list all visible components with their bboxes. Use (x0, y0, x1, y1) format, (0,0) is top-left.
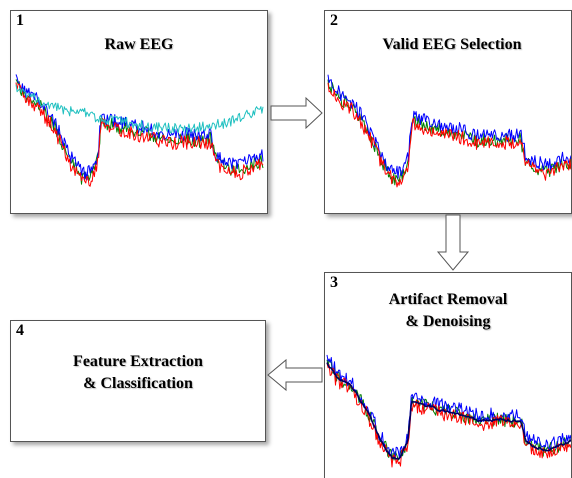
panel-artifact-removal: 3 Artifact Removal & Denoising (324, 272, 572, 478)
panel-title: Artifact Removal & Denoising (388, 291, 508, 330)
eeg-trace-denoised (326, 362, 571, 460)
eeg-signal-plot (327, 74, 571, 188)
panel-valid-eeg-selection: 2 Valid EEG Selection (324, 10, 572, 214)
eeg-trace-red (15, 82, 264, 187)
eeg-trace-blue (327, 74, 571, 179)
panel-feature-extraction: 4 Feature Extraction & Classification (10, 320, 266, 442)
panel-raw-eeg: 1 Raw EEG (10, 10, 268, 214)
panel-number: 1 (16, 12, 24, 29)
arrow-down-icon (436, 214, 470, 271)
eeg-trace-red (326, 362, 571, 468)
eeg-trace-cyan (15, 84, 264, 134)
panel-number: 4 (16, 322, 24, 339)
panel-number: 3 (330, 274, 338, 291)
eeg-signal-plot (326, 354, 571, 468)
panel-title: Valid EEG Selection (382, 36, 522, 53)
arrow-right-icon (270, 96, 323, 130)
panel-title: Feature Extraction & Classification (73, 353, 203, 392)
eeg-signal-plot (15, 74, 264, 187)
panel-number: 2 (330, 12, 338, 29)
eeg-trace-red (327, 82, 571, 188)
arrow-left-icon (267, 358, 323, 392)
panel-title: Raw EEG (104, 36, 174, 53)
